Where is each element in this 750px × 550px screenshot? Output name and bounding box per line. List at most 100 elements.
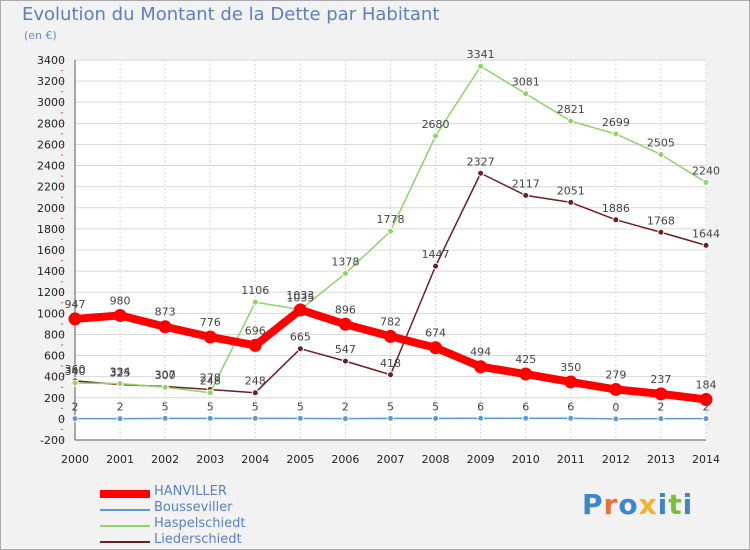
data-point: [612, 415, 620, 423]
data-label: 2: [657, 401, 664, 414]
data-point: [654, 387, 668, 401]
data-label: 2699: [602, 116, 630, 129]
data-label: 2: [72, 401, 79, 414]
data-label: 0: [612, 401, 619, 414]
data-point: [702, 241, 710, 249]
legend-swatch: [100, 509, 150, 511]
data-label: 2: [703, 401, 710, 414]
data-label: 1778: [377, 213, 405, 226]
x-tick-label: 2000: [61, 453, 89, 466]
data-label: 782: [380, 315, 401, 328]
y-tick-label: 2400: [37, 160, 65, 173]
data-label: 494: [470, 346, 491, 359]
chart-title: Evolution du Montant de la Dette par Hab…: [22, 4, 440, 25]
data-point: [702, 178, 710, 186]
data-point: [567, 414, 575, 422]
data-label: 1106: [241, 284, 269, 297]
legend-swatch: [100, 525, 150, 527]
data-point: [612, 216, 620, 224]
data-label: 2821: [557, 103, 585, 116]
data-point: [251, 414, 259, 422]
data-point: [251, 298, 259, 306]
data-label: 6: [477, 400, 484, 413]
y-tick-label: 1200: [37, 286, 65, 299]
y-tick-label: -200: [40, 434, 65, 447]
y-tick-label: 3000: [37, 96, 65, 109]
data-point: [296, 345, 304, 353]
data-point: [116, 415, 124, 423]
data-label: 5: [432, 400, 439, 413]
data-point: [612, 130, 620, 138]
data-point: [567, 117, 575, 125]
y-tick-label: 2000: [37, 202, 65, 215]
x-tick-label: 2003: [196, 453, 224, 466]
data-point: [522, 414, 530, 422]
data-point: [432, 414, 440, 422]
logo-letter: i: [682, 488, 694, 521]
data-label: 2240: [692, 164, 720, 177]
data-point: [161, 414, 169, 422]
data-label: 2: [342, 401, 349, 414]
logo-letter: x: [638, 488, 658, 521]
y-tick-label: 800: [44, 328, 65, 341]
data-point: [657, 228, 665, 236]
data-label: 665: [290, 331, 311, 344]
data-label: 2505: [647, 136, 675, 149]
x-tick-label: 2004: [241, 453, 269, 466]
data-point: [387, 227, 394, 235]
y-tick-label: 3200: [37, 75, 65, 88]
data-point: [387, 414, 394, 422]
data-point: [699, 392, 713, 406]
data-label: 278: [200, 372, 221, 385]
data-point: [477, 62, 485, 70]
proxiti-logo: Proxiti: [582, 488, 693, 521]
data-point: [432, 132, 440, 140]
legend-label: Haspelschiedt: [154, 516, 246, 531]
data-label: 947: [65, 298, 86, 311]
data-label: 425: [515, 353, 536, 366]
data-point: [68, 312, 82, 326]
data-point: [567, 198, 575, 206]
data-label: 896: [335, 303, 356, 316]
data-label: 184: [696, 378, 717, 391]
data-label: 6: [567, 400, 574, 413]
data-label: 325: [110, 367, 131, 380]
legend-label: Liederschiedt: [154, 532, 242, 547]
legend-label: Bousseviller: [154, 500, 233, 515]
data-label: 873: [155, 306, 176, 319]
y-tick-label: 600: [44, 350, 65, 363]
data-label: 3081: [512, 76, 540, 89]
legend-swatch: [100, 541, 150, 543]
x-tick-label: 2010: [512, 453, 540, 466]
data-point: [71, 379, 79, 387]
x-tick-label: 2005: [286, 453, 314, 466]
x-tick-label: 2002: [151, 453, 179, 466]
data-point: [609, 382, 623, 396]
data-point: [296, 414, 304, 422]
data-point: [522, 191, 530, 199]
data-label: 1378: [331, 255, 359, 268]
data-label: 248: [245, 375, 266, 388]
data-point: [477, 414, 485, 422]
data-point: [206, 389, 214, 397]
data-label: 696: [245, 324, 266, 337]
data-label: 279: [605, 368, 626, 381]
data-point: [519, 367, 533, 381]
data-label: 1644: [692, 227, 720, 240]
data-point: [432, 262, 440, 270]
data-label: 418: [380, 357, 401, 370]
data-label: 6: [522, 400, 529, 413]
y-tick-label: 2800: [37, 117, 65, 130]
y-tick-label: 1000: [37, 307, 65, 320]
data-label: 776: [200, 316, 221, 329]
data-label: 5: [297, 400, 304, 413]
y-tick-label: 1400: [37, 265, 65, 278]
data-point: [522, 90, 530, 98]
y-tick-label: 1800: [37, 223, 65, 236]
data-point: [293, 303, 307, 317]
data-label: 980: [110, 294, 131, 307]
data-label: 334: [110, 366, 131, 379]
x-tick-label: 2009: [467, 453, 495, 466]
data-label: 2327: [467, 155, 495, 168]
